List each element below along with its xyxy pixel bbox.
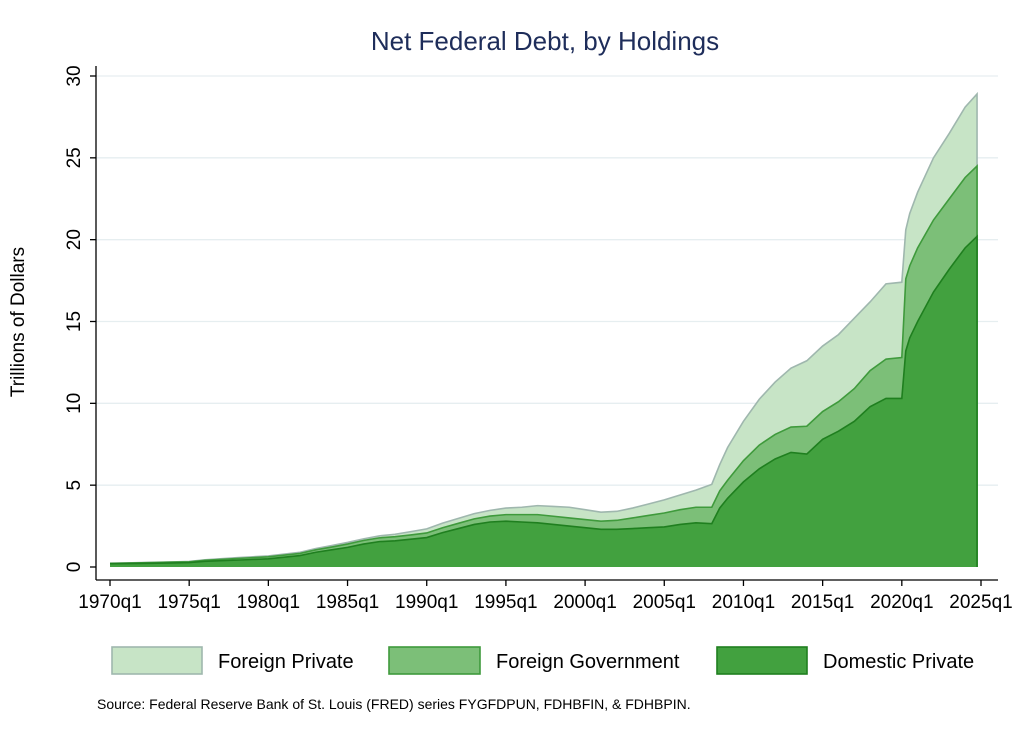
area-outline-foreign-private <box>109 91 978 567</box>
legend-label-domestic-private: Domestic Private <box>823 651 974 673</box>
area-foreign-government <box>110 166 978 567</box>
x-tick-label-1980: 1980q1 <box>237 592 300 613</box>
x-tick-label-2025: 2025q1 <box>949 592 1012 613</box>
axes: 0 5 10 15 20 25 30 1970q1 1975q1 1980q1 1985q1 1990… <box>64 65 1013 613</box>
x-tick-label-1995: 1995q1 <box>474 592 537 613</box>
chart-title: Net Federal Debt, by Holdings <box>371 26 719 56</box>
y-tick-label-15: 15 <box>64 311 85 332</box>
x-tick-label-1975: 1975q1 <box>157 592 220 613</box>
y-axis-label: Trillions of Dollars <box>8 247 29 397</box>
x-tick-label-2010: 2010q1 <box>712 592 775 613</box>
legend-label-foreign-government: Foreign Government <box>496 651 680 673</box>
area-series <box>109 91 978 568</box>
legend-swatch-foreign-private <box>111 646 203 675</box>
area-outline-domestic-private <box>109 234 978 567</box>
x-tick-label-2015: 2015q1 <box>791 592 854 613</box>
x-tick-label-1970: 1970q1 <box>78 592 141 613</box>
legend-swatch-domestic-private <box>716 646 808 675</box>
area-outline-foreign-government <box>109 164 978 567</box>
x-tick-label-1985: 1985q1 <box>316 592 379 613</box>
legend-label-foreign-private: Foreign Private <box>218 651 354 673</box>
source-note: Source: Federal Reserve Bank of St. Loui… <box>97 696 691 712</box>
x-tick-label-2005: 2005q1 <box>633 592 696 613</box>
x-tick-label-2000: 2000q1 <box>553 592 616 613</box>
y-tick-label-30: 30 <box>64 65 85 86</box>
area-domestic-private <box>110 236 978 568</box>
x-tick-label-1990: 1990q1 <box>395 592 458 613</box>
legend-swatch-foreign-government <box>388 646 481 675</box>
y-tick-label-5: 5 <box>64 480 85 491</box>
x-tick-label-2020: 2020q1 <box>870 592 933 613</box>
y-tick-label-10: 10 <box>64 393 85 414</box>
y-tick-label-0: 0 <box>64 562 85 573</box>
y-tick-label-20: 20 <box>64 229 85 250</box>
legend: Foreign Private Foreign Government Domesti… <box>111 646 974 675</box>
y-tick-label-25: 25 <box>64 147 85 168</box>
